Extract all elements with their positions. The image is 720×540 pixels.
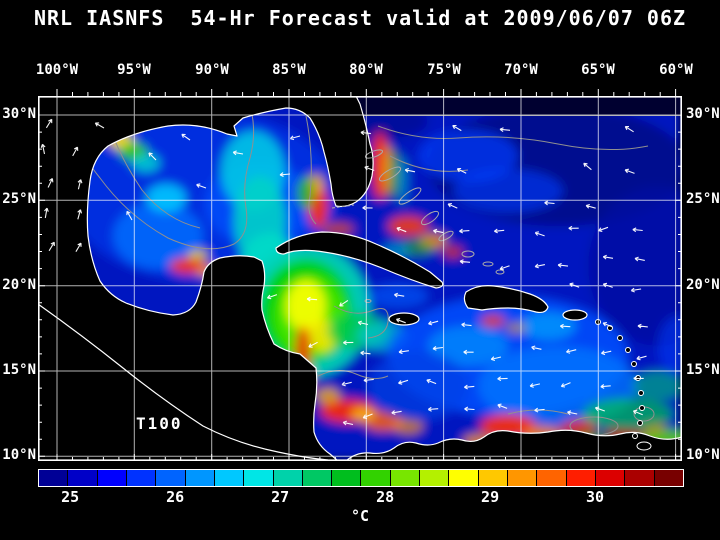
colorbar-segment xyxy=(478,470,508,486)
lon-label: 70°W xyxy=(504,62,538,78)
colorbar-tick-label: 25 xyxy=(61,488,80,506)
chart-title: NRL IASNFS 54-Hr Forecast valid at 2009/… xyxy=(33,6,687,30)
depth-annotation: T100 xyxy=(136,414,183,433)
map-frame xyxy=(38,96,682,461)
colorbar-tick-label: 26 xyxy=(166,488,185,506)
colorbar-segment xyxy=(595,470,626,486)
colorbar-segment xyxy=(390,470,421,486)
colorbar-segment xyxy=(625,470,655,486)
lon-label: 60°W xyxy=(659,62,693,78)
colorbar-segment xyxy=(361,470,391,486)
colorbar-segment xyxy=(302,470,333,486)
map-canvas xyxy=(38,89,682,461)
puerto-rico-island xyxy=(562,309,588,321)
colorbar xyxy=(38,469,684,487)
lesser-antilles-islands xyxy=(595,319,652,451)
domain-boundary-region xyxy=(353,96,682,116)
colorbar-segment xyxy=(97,470,127,486)
lon-label: 90°W xyxy=(195,62,229,78)
colorbar-segment xyxy=(654,470,683,486)
colorbar-segment xyxy=(39,470,69,486)
colorbar-tick-label: 28 xyxy=(376,488,395,506)
lat-label-right: 30°N xyxy=(686,106,720,122)
lat-label-right: 25°N xyxy=(686,191,720,207)
colorbar-tick-label: 30 xyxy=(586,488,605,506)
lat-label-left: 10°N xyxy=(2,447,36,463)
colorbar-segment xyxy=(566,470,596,486)
jamaica-island xyxy=(388,312,420,326)
pacific-coastline xyxy=(38,303,329,461)
colorbar-segment xyxy=(273,470,303,486)
colorbar-tick-label: 29 xyxy=(481,488,500,506)
colorbar-segment xyxy=(126,470,157,486)
lat-label-right: 15°N xyxy=(686,362,720,378)
lat-label-left: 25°N xyxy=(2,191,36,207)
colorbar-ticks: 25 26 27 28 29 30 xyxy=(38,488,682,506)
colorbar-segment xyxy=(537,470,567,486)
current-arrows-layer xyxy=(40,118,648,426)
colorbar-segment xyxy=(332,470,362,486)
axis-ticks xyxy=(38,89,682,461)
colorbar-segment xyxy=(244,470,274,486)
colorbar-segment xyxy=(508,470,538,486)
cuba-island xyxy=(275,231,444,289)
colorbar-segment xyxy=(214,470,245,486)
lon-label: 75°W xyxy=(427,62,461,78)
bahamas-banks-layer xyxy=(331,149,505,303)
lat-label-left: 20°N xyxy=(2,277,36,293)
lat-label-right: 10°N xyxy=(686,447,720,463)
lon-label: 100°W xyxy=(35,62,79,78)
hispaniola-island xyxy=(463,285,549,314)
lat-label-left: 30°N xyxy=(2,106,36,122)
colorbar-segment xyxy=(449,470,479,486)
lon-label: 85°W xyxy=(272,62,306,78)
lat-label-right: 20°N xyxy=(686,277,720,293)
colorbar-segment xyxy=(68,470,98,486)
colorbar-segment xyxy=(156,470,186,486)
grid-layer xyxy=(38,96,682,461)
colorbar-segment xyxy=(420,470,450,486)
lat-label-left: 15°N xyxy=(2,362,36,378)
lon-label: 80°W xyxy=(349,62,383,78)
colorbar-segment xyxy=(185,470,215,486)
lon-label: 95°W xyxy=(117,62,151,78)
colorbar-tick-label: 27 xyxy=(271,488,290,506)
lon-label: 65°W xyxy=(581,62,615,78)
colorbar-unit: °C xyxy=(350,507,370,525)
